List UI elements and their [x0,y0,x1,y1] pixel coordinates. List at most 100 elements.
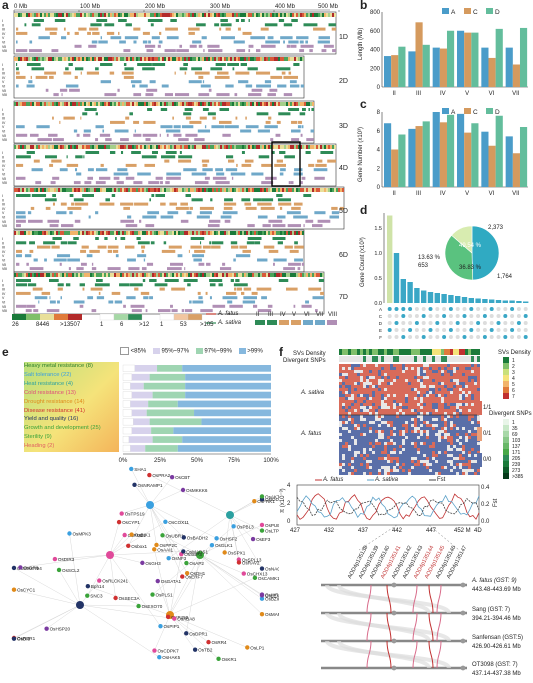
intersection-bar-12 [468,298,474,303]
heatmap-cell [399,472,402,475]
density-cell [148,57,150,61]
heatmap-cell [447,430,450,433]
density-cell [334,13,336,17]
heatmap-cell [465,391,468,394]
sv-segment [97,245,107,249]
heatmap-cell [366,397,369,400]
heatmap-cell [342,391,345,394]
density-cell [60,273,62,277]
heatmap-cell [459,397,462,400]
heatmap-cell [387,457,390,460]
density-cell [28,13,30,17]
heatmap-cell [384,412,387,415]
heatmap-cell [444,385,447,388]
sv-segment [73,300,85,304]
heatmap-cell [378,397,381,400]
density-cell [64,273,66,277]
heatmap-cell [342,406,345,409]
heatmap-cell [456,364,459,367]
heatmap-cell [402,388,405,391]
heatmap-cell [393,454,396,457]
sv-segment [238,80,249,84]
density-cell [206,273,208,277]
heatmap-cell [387,454,390,457]
panel-c: 0 2 4 6 8 II III IV V VI VII A C D Gene Number (x10³) [358,100,533,205]
density-cell [164,57,166,61]
heatmap-cell [369,427,372,430]
density-cell [74,102,76,106]
sv-segment [16,84,19,88]
heatmap-cell [429,421,432,424]
heatmap-cell [399,409,402,412]
density-cell [312,145,314,149]
matrix-dot [442,307,447,311]
track-label-2: III [2,72,5,76]
density-cell [240,145,242,149]
sv-segment [145,93,154,97]
sv-segment [82,112,88,116]
heatmap-cell [399,382,402,385]
network-node [259,566,265,571]
heatmap-cell [357,451,360,454]
density-cell [218,102,220,106]
density-cell [20,273,22,277]
density-cell [142,57,144,61]
density-cell [236,145,238,149]
sv-segment [16,67,19,71]
sv-segment [169,202,177,206]
legend-scale1-min: 26 [12,322,19,328]
heatmap-cell [447,373,450,376]
heatmap-cell [339,463,342,466]
density-cell [236,13,238,17]
heatmap-cell [360,394,363,397]
density-cell [18,188,20,192]
matrix-dot [496,335,501,339]
density-cell [186,102,188,106]
genome-name-2: Sanfensan (GST:5) [472,635,524,641]
density-cell [214,273,216,277]
heatmap-cell [444,391,447,394]
heatmap-cell [402,472,405,475]
density-cell [96,102,98,106]
heatmap-cell [342,412,345,415]
sv-segment [81,245,89,249]
heatmap-cell [339,427,342,430]
heatmap-cell [354,424,357,427]
heatmap-cell [453,469,456,472]
heatmap-cell [354,457,357,460]
synteny-link [428,612,434,642]
density-cell [40,188,42,192]
density-cell [208,13,210,17]
density-cell [40,273,42,277]
heatmap-cell [474,448,477,451]
heatmap-cell [342,415,345,418]
density-cell [158,13,160,17]
heatmap-cell [429,469,432,472]
heatmap-cell [459,433,462,436]
heatmap-cell [339,415,342,418]
density-cell [208,145,210,149]
heatmap-cell [453,376,456,379]
sv-segment [185,194,191,197]
heatmap-cell [435,454,438,457]
matrix-dot [435,328,440,332]
heatmap-cell [369,373,372,376]
density-cell [276,13,278,17]
sv-segment [59,262,62,266]
density-cell [332,13,334,17]
heatmap-cell [417,376,420,379]
sv-segment [104,23,115,27]
density-cell [232,145,234,149]
legend-snp-swatch [503,467,509,473]
network-node [259,596,265,601]
heatmap-cell [414,376,417,379]
heatmap-cell [348,409,351,412]
density-cell [202,13,204,17]
sv-segment [233,258,236,262]
heatmap-cell [429,412,432,415]
heatmap-cell [390,466,393,469]
heatmap-cell [435,400,438,403]
density-cell [268,273,270,277]
density-cell [16,13,18,17]
heatmap-cell [375,415,378,418]
